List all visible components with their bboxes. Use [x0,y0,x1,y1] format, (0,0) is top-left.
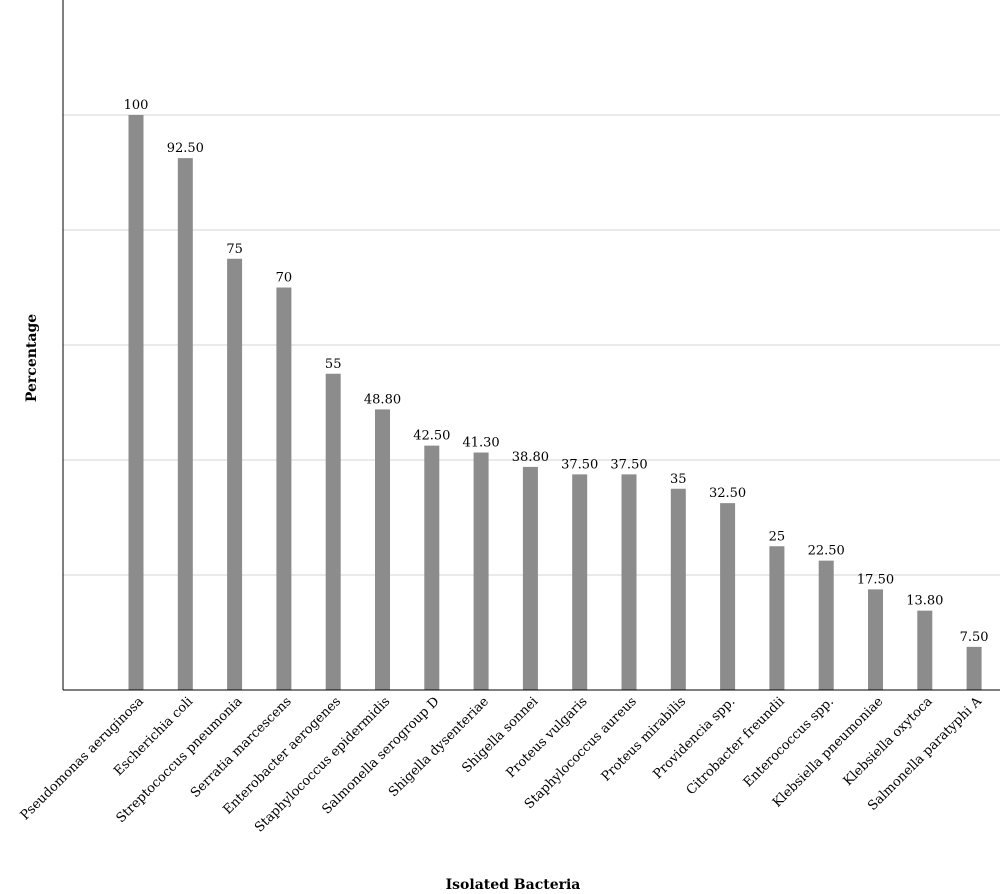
data-label: 55 [325,357,342,372]
data-label: 13.80 [906,594,943,609]
data-label: 75 [226,242,243,257]
bar [621,474,637,690]
bar [276,287,292,690]
gridlines [63,114,1000,576]
data-label: 17.50 [857,572,894,587]
data-label: 70 [276,271,293,286]
data-label: 35 [670,472,687,487]
data-label: 37.50 [561,457,598,472]
data-label: 37.50 [610,457,647,472]
data-label: 7.50 [960,630,989,645]
data-label: 41.30 [462,436,499,451]
bar [572,474,588,690]
bar [868,589,883,690]
data-label: 38.80 [512,450,549,465]
bars-group [128,115,982,690]
category-label: Citrobacter freundii [684,694,788,798]
bar [917,610,933,690]
bar [227,258,243,690]
data-label: 100 [124,98,149,113]
category-label: Shigella dysenteriae [386,694,492,800]
x-axis-title: Isolated Bacteria [446,877,581,893]
bar [424,445,440,690]
bar [325,373,341,690]
category-label: Enterococcus spp. [741,694,837,790]
bar [522,466,538,690]
bar [177,158,193,690]
data-label: 92.50 [167,141,204,156]
bar [720,503,736,690]
data-label: 48.80 [364,392,401,407]
data-label: 25 [769,529,786,544]
data-label: 22.50 [808,544,845,559]
data-label: 42.50 [413,429,450,444]
category-label: Providencia spp. [650,694,738,782]
y-axis-title: Percentage [24,314,40,402]
category-label: Proteus mirabilis [599,694,689,784]
value-labels-group: 100 92.50 75 70 55 48.80 42.50 41.30 38.80 37.50 3… [124,98,989,645]
bar [473,452,489,690]
bar [818,560,834,690]
bar [375,409,390,690]
bar [670,488,686,690]
bar [128,115,144,690]
data-label: 32.50 [709,486,746,501]
bar [769,546,785,690]
category-label: Klebsiella oxytoca [841,694,936,789]
bar [966,646,982,690]
